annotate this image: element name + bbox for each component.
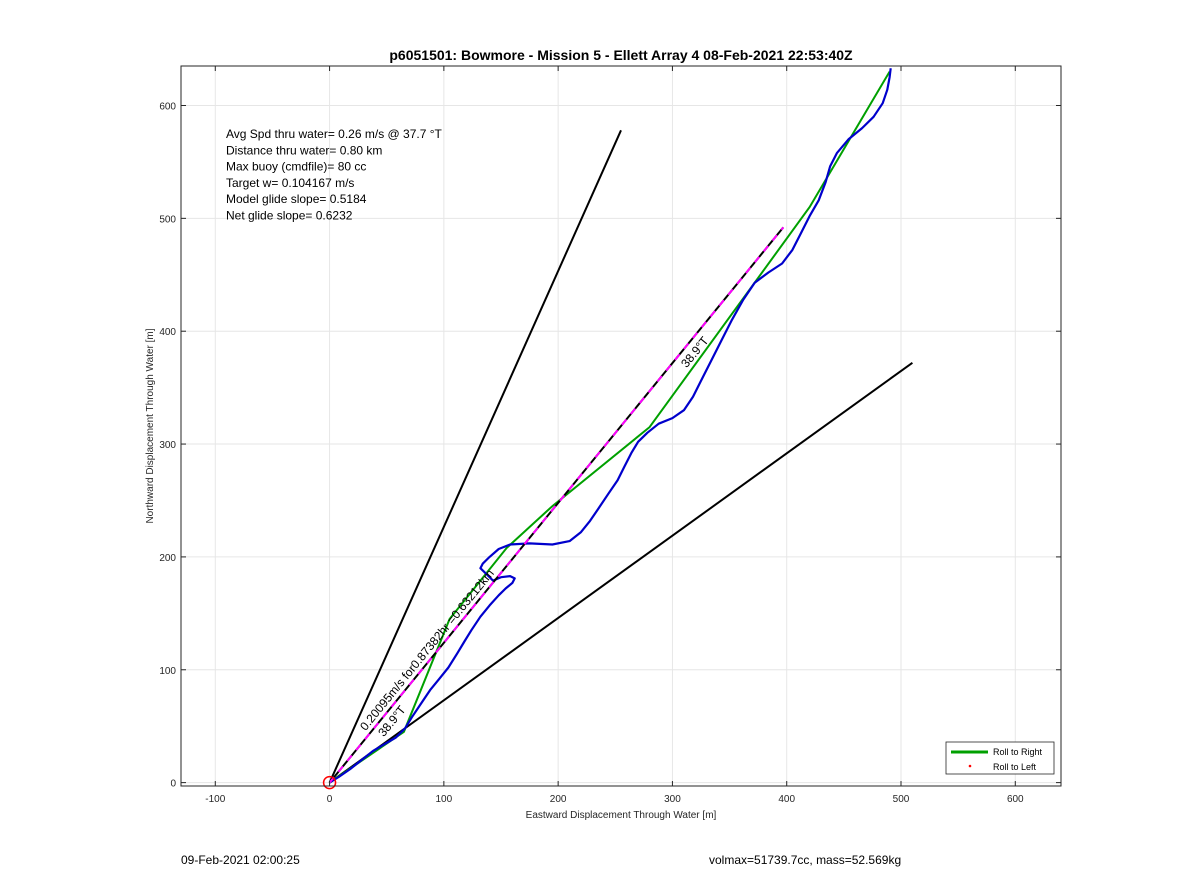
x-tick-label: 300 bbox=[664, 794, 681, 805]
data-layer bbox=[322, 68, 913, 790]
y-axis-label: Northward Displacement Through Water [m] bbox=[145, 328, 156, 523]
stats-line: Model glide slope= 0.5184 bbox=[226, 192, 367, 206]
legend-roll-left-swatch bbox=[968, 764, 972, 768]
cone-lower-line bbox=[329, 361, 913, 784]
x-tick-label: 400 bbox=[778, 794, 795, 805]
footer-volmax-mass: volmax=51739.7cc, mass=52.569kg bbox=[709, 853, 902, 867]
roll-right-line bbox=[329, 71, 891, 784]
glider-track-line bbox=[329, 68, 892, 784]
stats-line: Avg Spd thru water= 0.26 m/s @ 37.7 °T bbox=[226, 127, 443, 141]
bearing-line bbox=[328, 226, 785, 784]
x-tick-label: 100 bbox=[436, 794, 453, 805]
stats-line: Max buoy (cmdfile)= 80 cc bbox=[226, 160, 366, 174]
start-marker bbox=[322, 775, 337, 790]
y-tick-label: 300 bbox=[159, 440, 176, 451]
stats-line: Net glide slope= 0.6232 bbox=[226, 209, 353, 223]
cone-upper-line bbox=[328, 129, 622, 784]
chart-title: p6051501: Bowmore - Mission 5 - Ellett A… bbox=[389, 47, 853, 63]
legend-roll-right-label: Roll to Right bbox=[993, 747, 1043, 757]
stats-block: Avg Spd thru water= 0.26 m/s @ 37.7 °T Di… bbox=[226, 127, 443, 223]
grid bbox=[181, 66, 1061, 786]
ticks: -100 0 100 200 300 400 500 600 0 100 200 300 400 500 6… bbox=[159, 66, 1061, 805]
y-tick-label: 100 bbox=[159, 666, 176, 677]
legend-roll-left-label: Roll to Left bbox=[993, 762, 1037, 772]
footer-timestamp: 09-Feb-2021 02:00:25 bbox=[181, 853, 300, 867]
x-tick-label: 600 bbox=[1007, 794, 1024, 805]
plot-frame bbox=[180, 65, 1062, 787]
y-tick-label: 200 bbox=[159, 553, 176, 564]
legend: Roll to Right Roll to Left bbox=[945, 741, 1055, 775]
x-tick-label: 0 bbox=[327, 794, 333, 805]
x-tick-label: 200 bbox=[550, 794, 567, 805]
y-tick-label: 500 bbox=[159, 214, 176, 225]
y-tick-label: 0 bbox=[170, 779, 176, 790]
y-tick-label: 400 bbox=[159, 327, 176, 338]
x-tick-label: -100 bbox=[205, 794, 225, 805]
y-tick-label: 600 bbox=[159, 101, 176, 112]
x-tick-label: 500 bbox=[893, 794, 910, 805]
stats-line: Distance thru water= 0.80 km bbox=[226, 143, 382, 157]
legend-box bbox=[945, 741, 1055, 775]
stats-line: Target w= 0.104167 m/s bbox=[226, 176, 354, 190]
x-axis-label: Eastward Displacement Through Water [m] bbox=[526, 810, 717, 821]
